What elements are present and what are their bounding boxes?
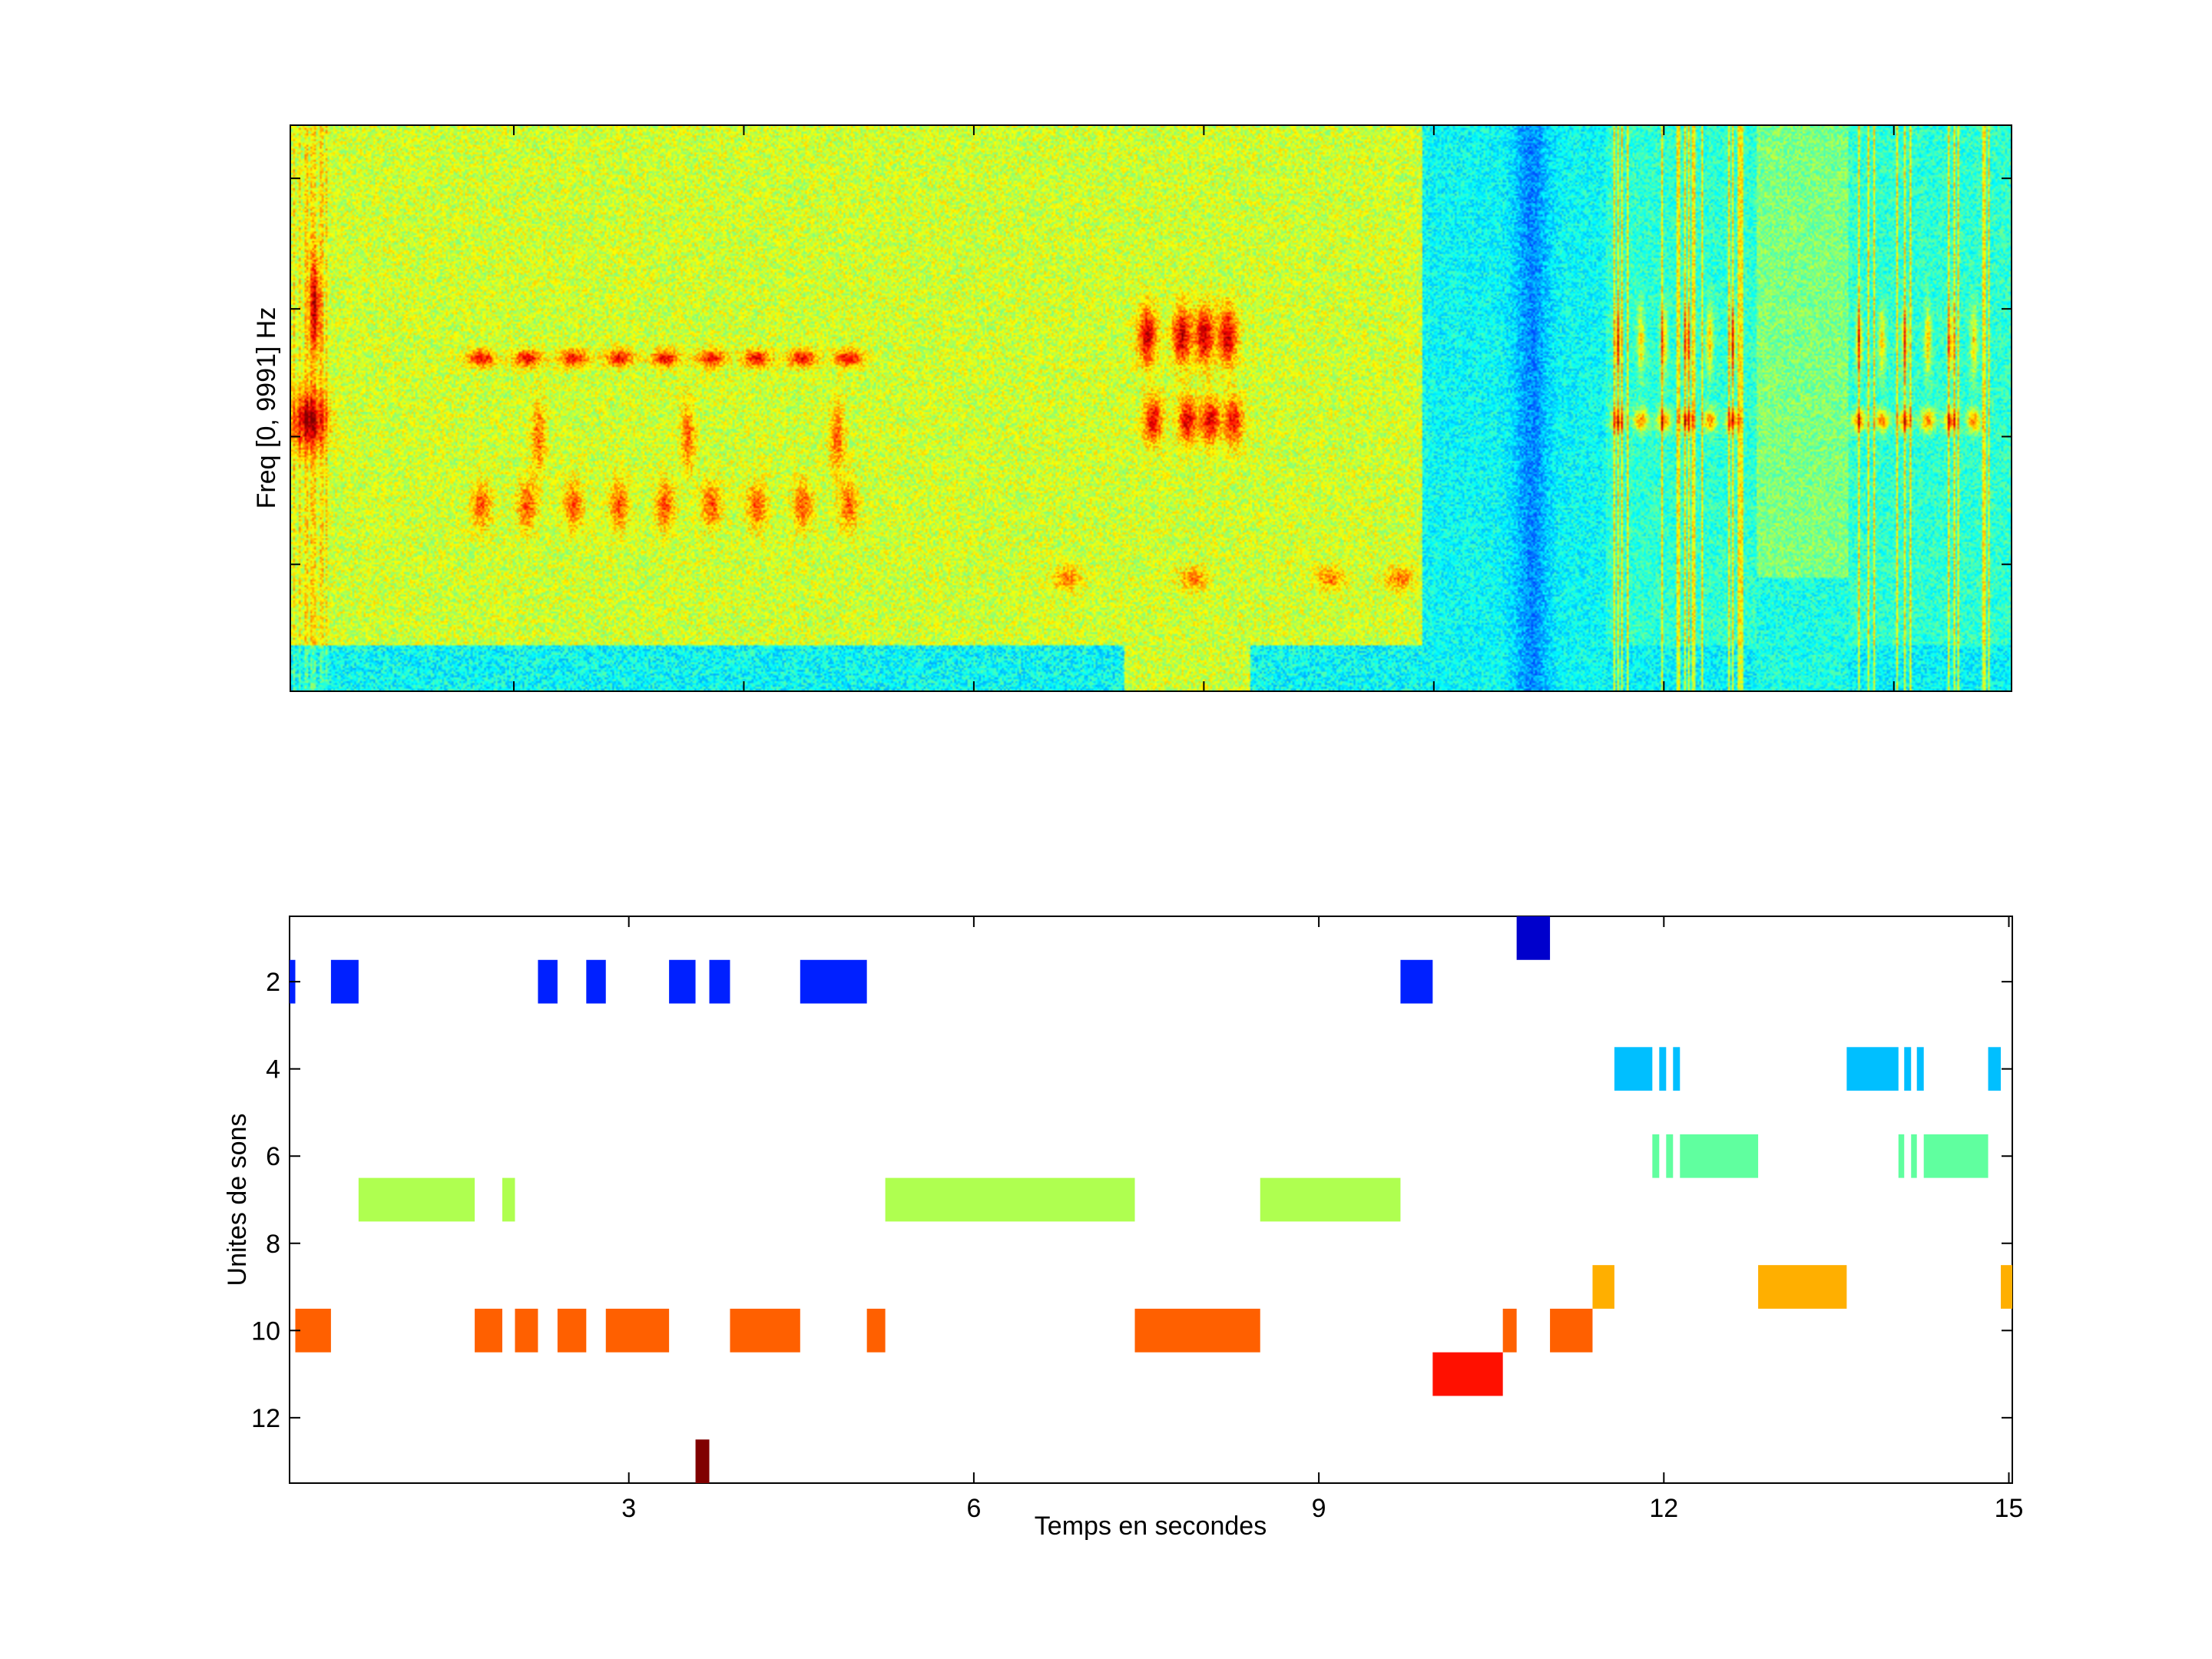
unit-4-segment — [1673, 1047, 1681, 1091]
y-tick-label: 8 — [266, 1230, 280, 1259]
unit-13-segment — [695, 1439, 710, 1483]
unit-7-segment — [502, 1177, 515, 1222]
y-tick-label: 12 — [251, 1404, 280, 1433]
unit-6-segment — [1911, 1134, 1917, 1178]
units-plot: 3 6 9 12 15 2 4 6 8 10 12 Temps en secondes Unites… — [223, 916, 2023, 1541]
y-tick-label: 4 — [266, 1055, 280, 1084]
unit-10-segment — [515, 1308, 538, 1353]
unit-10-segment — [730, 1308, 800, 1353]
unit-10-segment — [605, 1308, 670, 1353]
units-axes-box — [289, 916, 2013, 1484]
unit-11-segment — [1432, 1352, 1503, 1396]
unit-6-segment — [1680, 1134, 1759, 1178]
unit-10-segment — [295, 1308, 331, 1353]
unit-10-segment — [1134, 1308, 1260, 1353]
y-tick-label: 10 — [251, 1316, 280, 1346]
x-axis-label: Temps en secondes — [1035, 1512, 1267, 1541]
y-tick-label: 2 — [266, 968, 280, 997]
unit-4-segment — [1614, 1047, 1653, 1091]
unit-6-segment — [1666, 1134, 1674, 1178]
units-ticks: 3 6 9 12 15 2 4 6 8 10 12 — [251, 916, 2023, 1523]
unit-10-segment — [475, 1308, 503, 1353]
unit-2-segment — [709, 959, 730, 1004]
x-tick-label: 12 — [1649, 1494, 1678, 1523]
spectrogram-plot — [290, 124, 2012, 692]
y-tick-label: 6 — [266, 1142, 280, 1171]
unit-6-segment — [1898, 1134, 1905, 1178]
x-tick-label: 15 — [1995, 1494, 2024, 1523]
unit-2-segment — [330, 959, 359, 1004]
unit-4-segment — [1659, 1047, 1667, 1091]
unit-2-segment — [1400, 959, 1433, 1004]
spectrogram-ticks — [290, 124, 2012, 692]
unit-2-segment — [669, 959, 696, 1004]
unit-9-segment — [1758, 1265, 1847, 1309]
unit-2-segment — [800, 959, 867, 1004]
unit-10-segment — [866, 1308, 886, 1353]
unit-4-segment — [1916, 1047, 1924, 1091]
unit-10-segment — [557, 1308, 587, 1353]
x-tick-label: 6 — [966, 1494, 981, 1523]
unit-2-segment — [586, 959, 606, 1004]
unit-9-segment — [2001, 1265, 2012, 1309]
unit-6-segment — [1923, 1134, 1988, 1178]
unit-6-segment — [1652, 1134, 1660, 1178]
x-tick-label: 3 — [621, 1494, 636, 1523]
unit-9-segment — [1592, 1265, 1614, 1309]
unit-7-segment — [358, 1177, 475, 1222]
spectrogram-image — [291, 126, 2011, 690]
unit-bars — [290, 916, 2012, 1483]
y-axis-label: Unites de sons — [223, 1114, 252, 1286]
unit-2-segment — [538, 959, 558, 1004]
unit-4-segment — [1988, 1047, 2002, 1091]
unit-10-segment — [1550, 1308, 1593, 1353]
unit-1-segment — [1516, 916, 1551, 960]
unit-10-segment — [1502, 1308, 1517, 1353]
unit-4-segment — [1846, 1047, 1899, 1091]
unit-7-segment — [1260, 1177, 1401, 1222]
unit-7-segment — [885, 1177, 1135, 1222]
unit-4-segment — [1904, 1047, 1912, 1091]
x-tick-label: 9 — [1312, 1494, 1326, 1523]
spectrogram-ylabel: Freq [0, 9991] Hz — [252, 307, 281, 509]
